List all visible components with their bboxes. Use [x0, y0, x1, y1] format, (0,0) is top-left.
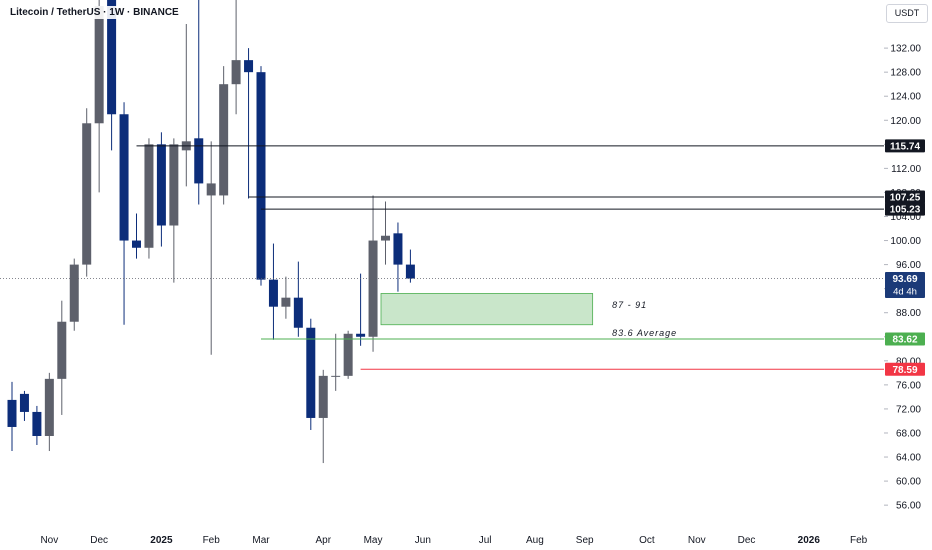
entry-zone[interactable] — [380, 293, 594, 326]
price-tag-107.25 — [885, 190, 925, 204]
y-tick-label: 64.00 — [896, 453, 921, 464]
candle-body[interactable] — [268, 279, 278, 307]
price-tag-83.62-text: 83.62 — [892, 335, 917, 346]
candle-body[interactable] — [19, 393, 29, 412]
candle-body[interactable] — [306, 327, 316, 418]
average-label: 83.6 Average — [612, 328, 677, 338]
last-price-tag-text: 93.69 — [892, 274, 917, 285]
x-tick-label: Feb — [850, 535, 868, 546]
y-tick-label: 124.00 — [890, 92, 921, 103]
candle-body[interactable] — [381, 235, 390, 241]
candle-body[interactable] — [256, 72, 266, 280]
y-tick-label: 68.00 — [896, 428, 921, 439]
y-tick-label: 104.00 — [890, 212, 921, 223]
x-tick-label: Aug — [526, 535, 544, 546]
candle-body[interactable] — [132, 240, 141, 248]
candle-body[interactable] — [318, 375, 328, 418]
price-tag-115.74 — [885, 139, 925, 153]
candle-body[interactable] — [107, 0, 117, 115]
price-tag-105.23 — [885, 202, 925, 216]
candle-body[interactable] — [219, 84, 229, 196]
candle-body[interactable] — [331, 375, 341, 377]
candle-body[interactable] — [156, 144, 166, 226]
candle-body[interactable] — [82, 123, 92, 265]
y-tick-label: 112.00 — [891, 164, 921, 175]
candle-body[interactable] — [393, 233, 403, 265]
candle-body[interactable] — [69, 264, 79, 322]
candle-body[interactable] — [231, 60, 241, 85]
entry-zone-label: 87 - 91 — [612, 300, 647, 310]
candle-body[interactable] — [32, 411, 42, 436]
y-tick-label: 80.00 — [896, 356, 921, 367]
x-tick-label: Jul — [479, 535, 492, 546]
price-tag-78.59 — [885, 362, 925, 376]
candle-body[interactable] — [144, 144, 154, 248]
candle-body[interactable] — [7, 399, 17, 427]
x-tick-label: Dec — [90, 535, 108, 546]
candle-body[interactable] — [94, 6, 104, 124]
price-tag-83.62 — [885, 332, 925, 346]
time-axis[interactable] — [0, 528, 932, 550]
y-tick-label: 60.00 — [896, 477, 921, 488]
candle-body[interactable] — [169, 144, 179, 226]
y-tick-label: 76.00 — [896, 380, 921, 391]
candle-body[interactable] — [206, 183, 216, 196]
x-tick-label: Feb — [203, 535, 221, 546]
y-tick-label: 128.00 — [890, 68, 921, 79]
price-tag-78.59-text: 78.59 — [892, 365, 917, 376]
x-tick-label: Jun — [415, 535, 431, 546]
candle-body[interactable] — [281, 297, 291, 307]
y-tick-label: 132.00 — [890, 44, 921, 55]
plot-background — [0, 0, 884, 528]
candle-body[interactable] — [293, 297, 303, 328]
y-tick-label: 72.00 — [896, 404, 921, 415]
candle-body[interactable] — [405, 264, 415, 279]
candle-body[interactable] — [244, 60, 254, 73]
x-tick-label: Dec — [738, 535, 756, 546]
countdown-label: 4d 4h — [893, 286, 917, 297]
candle-body[interactable] — [356, 333, 366, 337]
y-tick-label: 100.00 — [890, 236, 921, 247]
currency-selector[interactable]: USDT — [886, 4, 928, 23]
x-tick-label: Apr — [315, 535, 331, 546]
price-tag-107.25-text: 107.25 — [890, 192, 921, 203]
candle-body[interactable] — [57, 321, 67, 379]
candle-body[interactable] — [119, 114, 129, 241]
price-tag-105.23-text: 105.23 — [890, 205, 921, 216]
x-tick-label: Sep — [576, 535, 594, 546]
symbol-title: Litecoin / TetherUS · 1W · BINANCE — [8, 6, 181, 19]
x-tick-label: 2025 — [150, 535, 173, 546]
x-tick-label: Mar — [252, 535, 270, 546]
candle-body[interactable] — [343, 333, 353, 376]
candle-body[interactable] — [44, 378, 54, 436]
price-tag-115.74-text: 115.74 — [890, 141, 920, 152]
candle-body[interactable] — [194, 138, 204, 184]
x-tick-label: 2026 — [798, 535, 821, 546]
y-tick-label: 56.00 — [896, 501, 921, 512]
x-tick-label: Nov — [40, 535, 58, 546]
last-price-tag — [885, 271, 925, 298]
y-tick-label: 120.00 — [890, 116, 921, 127]
y-tick-label: 88.00 — [896, 308, 921, 319]
x-tick-label: May — [364, 535, 383, 546]
y-tick-label: 96.00 — [896, 260, 921, 271]
x-tick-label: Oct — [639, 535, 655, 546]
x-tick-label: Nov — [688, 535, 706, 546]
candle-body[interactable] — [368, 240, 378, 337]
